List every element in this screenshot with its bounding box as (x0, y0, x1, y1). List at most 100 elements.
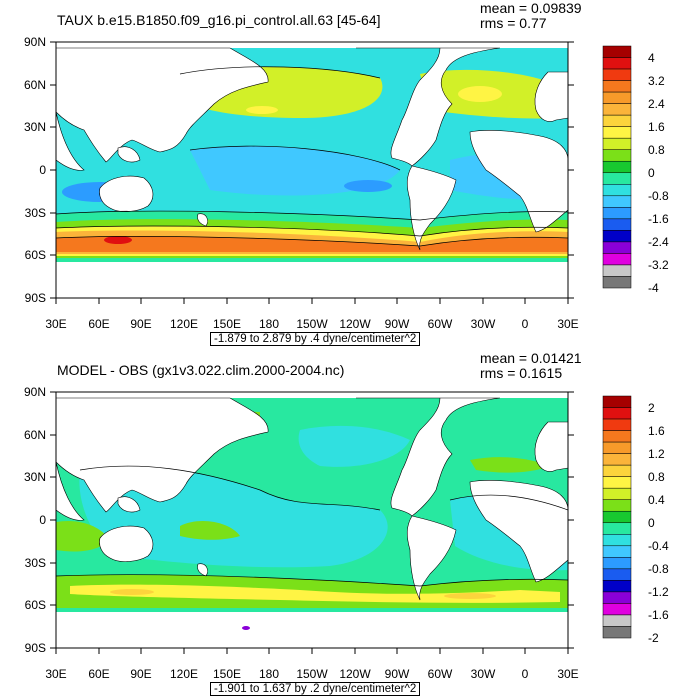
colorbar-swatch (602, 160, 632, 174)
colorbar-swatch (602, 230, 632, 243)
colorbar-label: -0.8 (648, 188, 669, 203)
lon-label: 150W (296, 317, 328, 331)
antarctica (56, 612, 568, 648)
lat-label-60s: 60S (24, 248, 46, 262)
colorbar-swatch (602, 510, 632, 524)
colorbar-swatch (602, 57, 632, 70)
colorbar-swatch (602, 557, 632, 570)
colorbar-label: 4 (648, 50, 655, 65)
map-panel-taux: TAUX b.e15.B1850.f09_g16.pi_control.all.… (23, 0, 669, 346)
colorbar-swatch (602, 580, 632, 593)
colorbar-label: -2.4 (648, 234, 669, 249)
colorbar-label: -1.6 (648, 211, 669, 226)
colorbar-swatch (602, 114, 632, 127)
lat-ticks (50, 41, 574, 299)
colorbar-label: 0.8 (648, 469, 665, 484)
colorbar-label: 1.6 (648, 423, 665, 438)
colorbar-swatch (602, 418, 632, 431)
lat-label-0: 0 (39, 163, 46, 177)
land-mask (55, 397, 569, 601)
mean-stat: mean = 0.01421 (480, 350, 582, 366)
lat-label-90n: 90N (23, 35, 46, 49)
colorbar (602, 395, 632, 639)
colorbar-swatch (602, 430, 632, 443)
lon-label: 150E (212, 317, 242, 331)
colorbar-swatch (602, 464, 632, 477)
colorbar-swatch (602, 91, 632, 104)
colorbar-swatch (602, 137, 632, 150)
contour-range-subtitle: -1.901 to 1.637 by .2 dyne/centimeter^2 (210, 682, 421, 696)
lat-label-0: 0 (39, 513, 46, 527)
positive-max-atlantic (444, 593, 496, 599)
contour-lines (55, 66, 569, 247)
colorbar-swatch (602, 45, 632, 58)
positive-anomaly-wpac (180, 521, 240, 540)
colorbar-label: 0.4 (648, 492, 665, 507)
lon-label: 180 (258, 667, 280, 681)
lon-label: 30E (557, 667, 579, 681)
plot-title: MODEL - OBS (gx1v3.022.clim.2000-2004.nc… (57, 362, 345, 378)
lat-label-90s: 90S (24, 641, 46, 655)
colorbar-swatch (602, 195, 632, 208)
lon-label: 30W (470, 667, 496, 681)
colorbar-swatch (602, 172, 632, 185)
colorbar-swatch (602, 487, 632, 500)
lon-label: 180 (258, 317, 280, 331)
lat-label-30s: 30S (24, 206, 46, 220)
colorbar-label: -2 (648, 631, 659, 645)
colorbar-swatch (602, 453, 632, 466)
mean-stat: mean = 0.09839 (480, 0, 582, 16)
colorbar-swatch (602, 184, 632, 197)
lon-label: 120W (339, 667, 371, 681)
lat-label-60n: 60N (23, 428, 46, 442)
colorbar-label: 1.2 (648, 446, 665, 461)
lon-label: 0 (521, 667, 529, 681)
positive-anomaly-southern-yellow (70, 584, 560, 603)
lon-label: 60W (427, 667, 453, 681)
colorbar-swatch (602, 126, 632, 139)
map-panel-model-minus-obs: MODEL - OBS (gx1v3.022.clim.2000-2004.nc… (0, 350, 700, 700)
colorbar-label: -0.8 (648, 561, 669, 576)
natl-max (458, 86, 502, 102)
trade-pacific-min (344, 180, 392, 192)
colorbar-swatch (602, 614, 632, 627)
lat-label-60s: 60S (24, 598, 46, 612)
lat-label-90s: 90S (24, 291, 46, 305)
lon-label: 90W (384, 317, 410, 331)
colorbar-swatch (602, 626, 632, 639)
colorbar-label: 3.2 (648, 73, 665, 88)
lon-label: 120W (339, 317, 371, 331)
colorbar-swatch (602, 103, 632, 116)
lon-label: 30E (45, 317, 67, 331)
colorbar-label: 1.6 (648, 119, 665, 134)
colorbar-swatch (602, 545, 632, 558)
colorbar-swatch (602, 603, 632, 616)
map-plot (50, 41, 574, 304)
colorbar-label: 0.8 (648, 142, 665, 157)
lat-label-60n: 60N (23, 78, 46, 92)
lon-label: 150E (212, 667, 242, 681)
colorbar-swatch (602, 276, 632, 289)
lon-ticks (55, 648, 569, 654)
lon-ticks (55, 298, 569, 304)
lat-label-90n: 90N (23, 385, 46, 399)
lon-label: 60W (427, 317, 453, 331)
land-mask (55, 47, 569, 251)
colorbar-label: 2.4 (648, 96, 665, 111)
lat-label-30n: 30N (23, 120, 46, 134)
lon-label: 120E (169, 317, 199, 331)
colorbar-swatch (602, 568, 632, 581)
npac-max (246, 106, 278, 114)
positive-anomaly-natl (470, 457, 550, 473)
colorbar-swatch (602, 476, 632, 489)
colorbar-label: -3.2 (648, 257, 669, 272)
plot-title: TAUX b.e15.B1850.f09_g16.pi_control.all.… (57, 12, 381, 28)
lon-label: 30E (45, 667, 67, 681)
map-plot (50, 391, 574, 654)
lat-label-30s: 30S (24, 556, 46, 570)
colorbar-swatch (602, 264, 632, 277)
colorbar-label: -4 (648, 281, 659, 295)
contour-range-subtitle: -1.879 to 2.879 by .4 dyne/centimeter^2 (210, 332, 421, 346)
colorbar-label: -0.4 (648, 538, 669, 553)
colorbar (602, 45, 632, 289)
